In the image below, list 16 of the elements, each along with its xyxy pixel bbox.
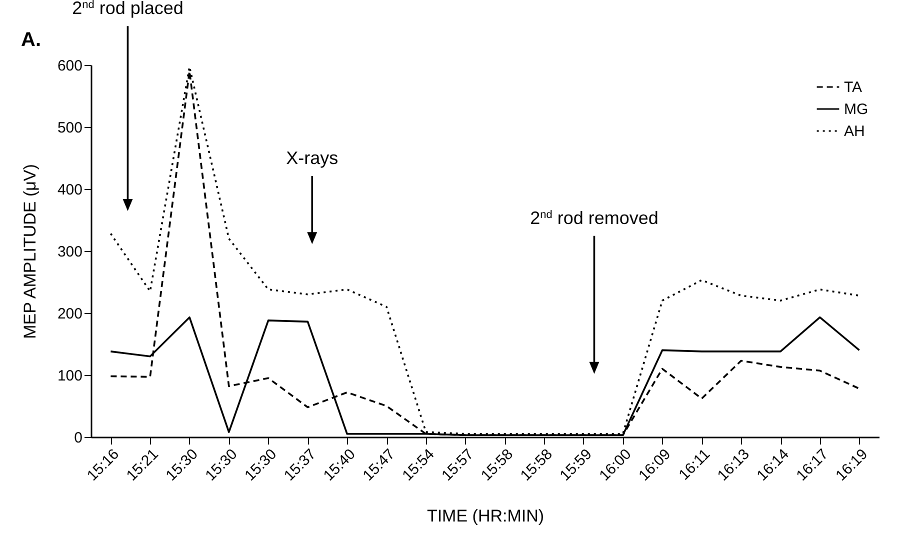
y-tick-label: 200 — [57, 306, 82, 322]
annotation: 2$^{nd}$ rod removed — [530, 208, 658, 228]
y-axis-title: MEP AMPLITUDE (μV) — [20, 164, 40, 339]
legend-label: MG — [844, 101, 868, 118]
legend-label: AH — [844, 123, 865, 140]
text: 2$^{nd}$ rod placed — [72, 0, 184, 18]
y-tick-label: 400 — [57, 182, 82, 198]
y-tick-label: 300 — [57, 244, 82, 260]
y-tick-label: 600 — [57, 58, 82, 74]
legend-label: TA — [844, 79, 862, 96]
y-tick-label: 500 — [57, 120, 82, 136]
y-tick-label: 100 — [57, 368, 82, 384]
y-tick-label: 0 — [74, 430, 82, 446]
x-axis-title: TIME (HR:MIN) — [426, 506, 544, 526]
annotation: X-rays — [286, 148, 338, 168]
chart-title: A. — [21, 29, 41, 51]
